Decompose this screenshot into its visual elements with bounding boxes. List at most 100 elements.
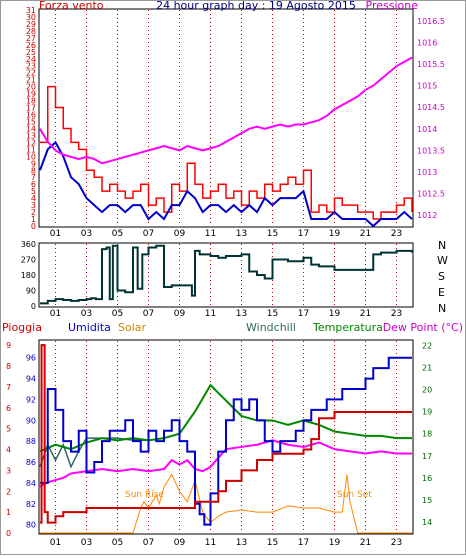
wind-avg-line xyxy=(39,140,413,228)
pressure-tick-1015.5: 1015.5 xyxy=(417,60,445,69)
x-tick-label-2-07: 07 xyxy=(143,538,154,548)
wind-tick-25: 25 xyxy=(26,48,36,57)
x-tick-label-0-23: 23 xyxy=(391,229,402,239)
wind-direction-line xyxy=(40,244,413,305)
wind-tick-10: 10 xyxy=(26,152,36,161)
wind-tick-15: 15 xyxy=(26,117,36,126)
x-tick-label-0-17: 17 xyxy=(298,229,309,239)
humidity-tick-80: 80 xyxy=(26,521,36,530)
grid-layer xyxy=(55,10,397,533)
wind-tick-24: 24 xyxy=(26,55,36,64)
humidity-tick-96: 96 xyxy=(26,354,36,363)
wind-tick-9: 9 xyxy=(31,159,36,168)
x-tick-label-1-05: 05 xyxy=(112,309,123,319)
wind-tick-28: 28 xyxy=(26,27,36,36)
rain-tick-1: 1 xyxy=(6,508,11,517)
pressure-line xyxy=(39,56,413,165)
wind-tick-29: 29 xyxy=(26,20,36,29)
rain-tick-5: 5 xyxy=(6,425,11,434)
rain-tick-9: 9 xyxy=(6,341,11,350)
humidity-tick-84: 84 xyxy=(26,479,36,488)
x-tick-label-1-15: 15 xyxy=(267,309,278,319)
rain-tick-8: 8 xyxy=(6,362,11,371)
bottom-panel-frame xyxy=(38,339,414,535)
dir-label-n1: N xyxy=(438,239,446,252)
wind-tick-19: 19 xyxy=(26,90,36,99)
humidity-tick-88: 88 xyxy=(26,437,36,446)
rain-tick-4: 4 xyxy=(6,446,11,455)
x-tick-label-0-03: 03 xyxy=(81,229,92,239)
pressure-tick-1014: 1014 xyxy=(417,125,437,134)
wind-tick-4: 4 xyxy=(31,194,36,203)
humidity-tick-94: 94 xyxy=(26,375,36,384)
humidity-tick-86: 86 xyxy=(26,458,36,467)
wind-tick-8: 8 xyxy=(31,166,36,175)
x-tick-label-2-03: 03 xyxy=(81,538,92,548)
temp-tick-14: 14 xyxy=(422,518,432,527)
x-tick-label-2-11: 11 xyxy=(205,538,216,548)
x-tick-label-0-07: 07 xyxy=(143,229,154,239)
wind-axis-title: Forza vento xyxy=(39,0,104,12)
x-tick-label-2-09: 09 xyxy=(174,538,186,548)
rain-tick-6: 6 xyxy=(6,404,11,413)
wind-tick-1: 1 xyxy=(31,215,36,224)
temp-tick-22: 22 xyxy=(422,341,432,350)
x-tick-label-2-13: 13 xyxy=(236,538,247,548)
pressure-tick-1014.5: 1014.5 xyxy=(417,103,445,112)
direction-tick-90: 90 xyxy=(26,287,36,296)
wind-tick-18: 18 xyxy=(26,97,36,106)
wind-tick-14: 14 xyxy=(26,124,36,133)
x-tick-label-1-21: 21 xyxy=(360,309,371,319)
x-tick-label-2-15: 15 xyxy=(267,538,278,548)
x-tick-label-0-05: 05 xyxy=(112,229,123,239)
wind-tick-26: 26 xyxy=(26,41,36,50)
rain-tick-3: 3 xyxy=(6,466,11,475)
wind-tick-20: 20 xyxy=(26,83,36,92)
wind-tick-7: 7 xyxy=(31,173,36,182)
rain-tick-2: 2 xyxy=(6,487,11,496)
temperature-legend: Temperatura xyxy=(312,321,383,334)
x-tick-label-1-13: 13 xyxy=(236,309,247,319)
x-tick-label-2-17: 17 xyxy=(298,538,309,548)
wind-tick-11: 11 xyxy=(26,145,36,154)
x-tick-label-2-21: 21 xyxy=(360,538,371,548)
x-tick-label-0-15: 15 xyxy=(267,229,278,239)
dir-label-e: E xyxy=(438,286,445,299)
top-panel-frame xyxy=(38,8,414,228)
humidity-line xyxy=(40,356,412,526)
pressure-tick-1012: 1012 xyxy=(417,211,437,220)
humidity-tick-82: 82 xyxy=(26,500,36,509)
x-tick-label-1-09: 09 xyxy=(174,309,186,319)
pressure-tick-1016.5: 1016.5 xyxy=(417,17,445,26)
temp-tick-17: 17 xyxy=(422,452,432,461)
x-tick-label-1-03: 03 xyxy=(81,309,92,319)
dir-label-n2: N xyxy=(438,302,446,315)
wind-tick-17: 17 xyxy=(26,104,36,113)
temp-tick-19: 19 xyxy=(422,408,432,417)
x-tick-label-0-13: 13 xyxy=(236,229,247,239)
direction-panel-frame xyxy=(38,242,414,308)
x-tick-label-0-19: 19 xyxy=(329,229,341,239)
wind-tick-23: 23 xyxy=(26,62,36,71)
rain-tick-7: 7 xyxy=(6,383,11,392)
wind-tick-27: 27 xyxy=(26,34,36,43)
wind-tick-5: 5 xyxy=(31,187,36,196)
direction-tick-0: 0 xyxy=(31,302,36,311)
rain-legend: Pioggia xyxy=(2,321,42,334)
pressure-axis-title: Pressione xyxy=(366,0,419,12)
wind-tick-31: 31 xyxy=(26,6,36,15)
temperature-line xyxy=(39,383,412,453)
temp-tick-20: 20 xyxy=(422,386,432,395)
humidity-legend: Umidita xyxy=(68,321,111,334)
x-tick-label-2-19: 19 xyxy=(329,538,341,548)
wind-tick-6: 6 xyxy=(31,180,36,189)
x-tick-label-1-11: 11 xyxy=(205,309,216,319)
x-tick-label-1-01: 01 xyxy=(50,309,61,319)
sunrise-annotation: Sun Rise xyxy=(125,490,164,500)
pressure-tick-1013: 1013 xyxy=(417,168,437,177)
dir-label-w: W xyxy=(437,254,448,267)
x-tick-label-1-23: 23 xyxy=(391,309,402,319)
x-tick-label-1-19: 19 xyxy=(329,309,341,319)
